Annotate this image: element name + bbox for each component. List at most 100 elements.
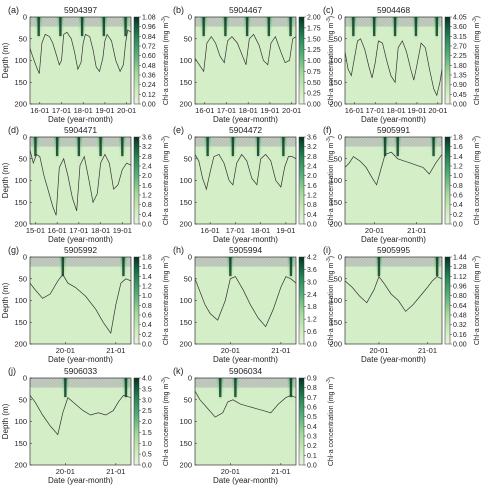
panel-title: 5906034 — [229, 366, 262, 376]
colorbar-tick-label: 1.2 — [307, 193, 317, 200]
colorbar-tick-label: 1.2 — [142, 193, 152, 200]
panel-label: (e) — [173, 125, 184, 135]
colorbar-tick-label: 1.4 — [142, 274, 152, 281]
bloom-mark — [30, 137, 41, 181]
colorbar-label: Chl-a concentration (mg m-3) — [326, 16, 335, 105]
panel-5905992: (g) 5905992 0 50 100 150 200 Depth (m) 20-01 21-0… — [1, 245, 170, 364]
bloom-core-mark — [37, 17, 40, 37]
bloom-group — [33, 17, 131, 61]
bloom-mark — [120, 378, 131, 422]
depth-series-line — [30, 273, 131, 334]
colorbar-tick-label: 2.4 — [307, 164, 317, 171]
panel-title: 5905991 — [377, 125, 410, 135]
colorbar-label: Chl-a concentration (mg m-3) — [326, 377, 335, 466]
y-tick-label: 150 — [179, 318, 192, 327]
bloom-mark — [285, 378, 296, 422]
panel-5904472: (e) 5904472 0 50 100 150 200 16-01 17-01 18-01 19-… — [173, 125, 335, 244]
colorbar-tick-label: 0.00 — [307, 102, 321, 109]
y-tick-label: 200 — [14, 340, 27, 349]
x-axis-label: Date (year-month) — [48, 476, 113, 485]
bloom-mark — [60, 378, 71, 422]
colorbar-tick-label: 2.8 — [307, 154, 317, 161]
y-tick-label: 150 — [179, 78, 192, 87]
bloom-core-mark — [245, 17, 249, 37]
y-tick-label: 50 — [334, 34, 342, 43]
colorbar-tick-label: 3.6 — [307, 267, 317, 274]
colorbar-tick-label: 0.32 — [453, 322, 467, 329]
bloom-core-mark — [61, 257, 65, 277]
bloom-core-mark — [80, 17, 84, 37]
bloom-core-mark — [59, 17, 62, 37]
bloom-mark — [202, 137, 213, 181]
colorbar-tick-label: 0.0 — [142, 222, 152, 229]
bloom-mark — [73, 137, 84, 181]
colorbar-tick-label: 0.6 — [307, 329, 317, 336]
panel-label: (g) — [8, 245, 19, 255]
colorbar-tick-label: 3.2 — [307, 144, 317, 151]
bloom-core-mark — [99, 137, 102, 157]
x-tick-label: 20-01 — [221, 467, 240, 476]
bloom-core-mark — [229, 257, 232, 277]
y-tick-label: 200 — [329, 100, 342, 109]
colorbar-tick-label: 0.00 — [453, 102, 467, 109]
colorbar-tick-label: 4.0 — [142, 376, 152, 383]
colorbar-tick-label: 2.25 — [453, 53, 467, 60]
y-tick-label: 0 — [23, 133, 27, 142]
bloom-group — [215, 378, 296, 422]
colorbar-tick-label: 0.72 — [142, 44, 156, 51]
colorbar-label: Chl-a concentration (mg m-3) — [472, 16, 481, 105]
colorbar — [298, 377, 305, 466]
y-axis-label: Depth (m) — [1, 403, 10, 439]
surface-band — [30, 378, 131, 388]
colorbar-tick-label: 3.6 — [142, 135, 152, 142]
x-tick-label: 17-01 — [52, 106, 71, 115]
colorbar-tick-label: 0.0 — [307, 222, 317, 229]
colorbar-tick-label: 0.45 — [453, 92, 467, 99]
heatmap-background — [195, 257, 296, 344]
bloom-mark — [230, 378, 241, 422]
colorbar-tick-label: 0.36 — [142, 73, 156, 80]
bloom-mark — [220, 17, 231, 61]
panel-5906033: (j) 5906033 0 50 100 150 200 Depth (m) 20-01 21-0… — [1, 366, 170, 485]
colorbar-tick-label: 1.6 — [142, 183, 152, 190]
colorbar-label: Chl-a concentration (mg m-3) — [161, 256, 170, 345]
bloom-mark — [263, 17, 274, 61]
bloom-core-mark — [102, 17, 106, 37]
bloom-group — [348, 17, 442, 61]
colorbar-tick-label: 0.90 — [453, 82, 467, 89]
y-tick-label: 150 — [14, 78, 27, 87]
x-tick-label: 20-01 — [428, 106, 447, 115]
y-tick-label: 200 — [329, 220, 342, 229]
colorbar — [133, 256, 140, 345]
colorbar-tick-label: 0.0 — [142, 463, 152, 470]
y-tick-label: 0 — [188, 13, 192, 22]
colorbar-tick-label: 3.15 — [453, 34, 467, 41]
y-tick-label: 0 — [188, 133, 192, 142]
x-tick-label: 20-01 — [117, 106, 136, 115]
surface-band — [195, 257, 296, 267]
y-tick-label: 100 — [179, 56, 192, 65]
x-axis-label: Date (year-month) — [48, 235, 113, 244]
colorbar-tick-label: 0.1 — [307, 453, 317, 460]
depth-series-line — [345, 275, 442, 312]
y-tick-label: 50 — [19, 154, 27, 163]
colorbar-tick-label: 0.9 — [307, 376, 317, 383]
y-tick-label: 150 — [179, 198, 192, 207]
colorbar — [133, 16, 140, 105]
x-tick-label: 18-01 — [251, 226, 270, 235]
bloom-group — [202, 137, 289, 181]
y-tick-label: 150 — [329, 318, 342, 327]
bloom-core-mark — [383, 137, 387, 157]
bloom-mark — [98, 17, 109, 61]
bloom-group — [374, 257, 442, 301]
bloom-core-mark — [124, 17, 127, 37]
y-tick-label: 50 — [184, 274, 192, 283]
panel-label: (a) — [8, 5, 19, 15]
colorbar-tick-label: 0.8 — [307, 202, 317, 209]
panel-title: 5905995 — [377, 245, 410, 255]
colorbar-tick-label: 0.75 — [307, 69, 321, 76]
x-tick-label: 16-01 — [201, 226, 220, 235]
bloom-core-mark — [435, 17, 438, 37]
